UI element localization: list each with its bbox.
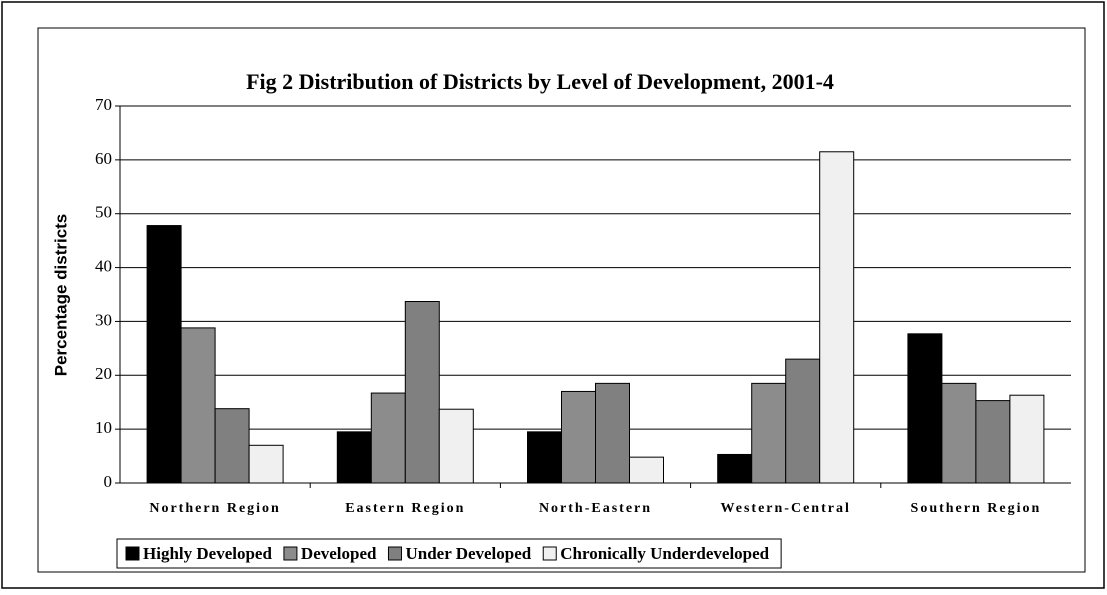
bar xyxy=(717,453,753,484)
chart-title: Fig 2 Distribution of Districts by Level… xyxy=(246,69,834,94)
y-tick-label: 70 xyxy=(95,95,112,114)
y-tick-label: 20 xyxy=(95,364,112,383)
bar xyxy=(214,408,250,484)
bar xyxy=(907,333,943,484)
legend-label: Under Developed xyxy=(405,544,531,563)
legend-box xyxy=(116,538,782,569)
y-tick-label: 10 xyxy=(95,418,112,437)
y-tick-label: 50 xyxy=(95,203,112,222)
x-tick-label: Northern Region xyxy=(149,501,281,516)
y-tick-label: 40 xyxy=(95,256,112,275)
legend-swatch xyxy=(125,546,140,561)
bar xyxy=(751,382,787,484)
bar xyxy=(248,444,284,484)
legend-swatch xyxy=(387,546,402,561)
bar xyxy=(561,390,596,484)
bar xyxy=(146,225,182,484)
y-tick-label: 0 xyxy=(104,472,113,491)
x-tick-label: Eastern Region xyxy=(345,501,465,516)
y-tick-label: 30 xyxy=(95,310,112,329)
bar xyxy=(370,392,406,484)
legend-label: Developed xyxy=(301,544,377,563)
y-axis-label: Percentage districts xyxy=(51,214,70,377)
x-tick-label: North-Eastern xyxy=(539,501,652,516)
x-tick-label: Western-Central xyxy=(721,501,851,516)
legend-label: Highly Developed xyxy=(143,544,272,563)
bar xyxy=(438,408,474,484)
bar xyxy=(404,301,440,484)
bar xyxy=(527,431,562,484)
chart-area xyxy=(37,27,1086,573)
bar xyxy=(785,358,821,484)
legend-swatch xyxy=(542,546,557,561)
bar xyxy=(941,382,977,484)
bar xyxy=(336,431,372,484)
x-tick-label: Southern Region xyxy=(911,501,1042,516)
legend-swatch xyxy=(283,546,298,561)
y-tick-label: 60 xyxy=(95,149,112,168)
bar xyxy=(595,382,630,484)
bar xyxy=(629,456,664,484)
bar xyxy=(180,327,216,484)
legend-label: Chronically Underdeveloped xyxy=(560,544,769,563)
bar xyxy=(975,400,1011,484)
bar xyxy=(1009,394,1045,484)
bar xyxy=(819,151,855,484)
